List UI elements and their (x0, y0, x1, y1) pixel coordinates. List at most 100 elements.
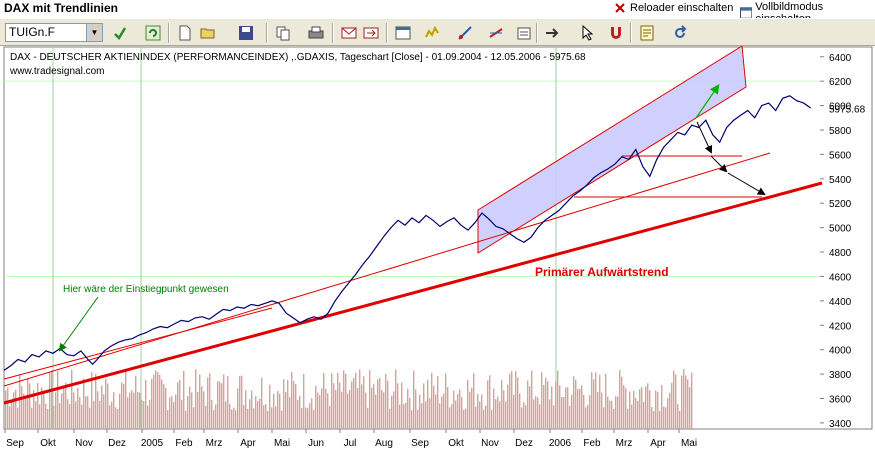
volume-bar (265, 404, 267, 429)
volume-bar (91, 372, 93, 429)
volume-bar (355, 372, 357, 429)
reload-toggle-link[interactable]: Reloader einschalten (613, 1, 733, 15)
volume-bar (511, 371, 513, 429)
volume-bar (43, 390, 45, 429)
volume-bar (85, 396, 87, 429)
volume-bar (467, 379, 469, 429)
volume-bar (209, 373, 211, 429)
refresh-icon[interactable] (143, 23, 163, 43)
save-icon[interactable] (236, 23, 256, 43)
new-document-icon[interactable] (175, 23, 195, 43)
y-tick-label: 4800 (829, 248, 852, 259)
volume-bar (563, 396, 565, 429)
chart-window-icon[interactable] (393, 23, 413, 43)
volume-bar (389, 408, 391, 429)
chart-area[interactable]: 3400 3600 3800 4000 4200 4400 4600 4800 5000 5200… (0, 46, 875, 453)
volume-bar (307, 408, 309, 429)
x-tick-label: Aug (375, 438, 393, 449)
volume-bar (349, 390, 351, 429)
chevron-down-icon[interactable]: ▼ (86, 24, 102, 41)
open-folder-icon[interactable] (198, 23, 218, 43)
volume-bar (289, 396, 291, 429)
volume-bar (247, 408, 249, 429)
x-tick-label: Mrz (206, 438, 223, 449)
volume-bar (343, 370, 345, 429)
arrow-right-icon[interactable] (542, 23, 562, 43)
volume-bar (539, 404, 541, 429)
volume-bar (63, 387, 65, 429)
trendline-tool-icon[interactable] (486, 23, 506, 43)
volume-bar (109, 405, 111, 429)
mail-icon[interactable] (339, 23, 359, 43)
volume-bar (455, 400, 457, 429)
volume-bar (417, 409, 419, 429)
volume-bar (227, 376, 229, 429)
volume-bar (281, 410, 283, 429)
title-bar: DAX mit Trendlinien Reloader einschalten… (0, 0, 875, 25)
volume-bar (201, 386, 203, 429)
up-arrow (695, 84, 720, 119)
volume-bar (379, 378, 381, 429)
volume-bar (691, 372, 693, 429)
volume-bar (543, 384, 545, 429)
redo-icon[interactable] (670, 23, 690, 43)
primary-trend-annotation: Primärer Aufwärtstrend (535, 265, 669, 279)
y-tick-label: 6400 (829, 53, 852, 64)
y-axis: 3400 3600 3800 4000 4200 4400 4600 4800 5000 5200… (820, 53, 866, 430)
volume-bar (33, 390, 35, 429)
entry-point-annotation: Hier wäre der Einstiegpunkt gewesen (63, 284, 229, 295)
cursor-icon[interactable] (578, 23, 598, 43)
volume-bar (673, 370, 675, 429)
volume-bar (261, 377, 263, 429)
magnet-icon[interactable] (606, 23, 626, 43)
volume-bar (169, 397, 171, 429)
volume-bar (341, 391, 343, 429)
indicator-icon[interactable] (422, 23, 442, 43)
properties-icon[interactable] (514, 23, 534, 43)
volume-bar (313, 409, 315, 429)
volume-bar (653, 410, 655, 429)
drawing-tool-icon[interactable] (455, 23, 475, 43)
volume-bar (99, 401, 101, 429)
volume-bar (135, 375, 137, 429)
volume-bar (679, 410, 681, 429)
volume-bar (251, 390, 253, 429)
mail-send-icon[interactable] (361, 23, 381, 43)
volume-bar (397, 383, 399, 429)
copy-icon[interactable] (273, 23, 293, 43)
volume-bar (483, 409, 485, 429)
window-title: DAX mit Trendlinien (4, 1, 119, 15)
notes-icon[interactable] (637, 23, 657, 43)
x-tick-label: Sep (6, 438, 24, 449)
volume-bar (393, 391, 395, 429)
volume-bar (479, 401, 481, 429)
volume-bar (439, 403, 441, 429)
y-tick-label: 6200 (829, 77, 852, 88)
print-icon[interactable] (306, 23, 326, 43)
volume-bar (69, 403, 71, 429)
volume-bar (329, 405, 331, 429)
volume-bar (475, 406, 477, 429)
volume-bar (5, 390, 7, 429)
apply-icon[interactable] (110, 23, 130, 43)
dax-chart[interactable]: 3400 3600 3800 4000 4200 4400 4600 4800 5000 5200… (0, 46, 875, 453)
volume-bar (213, 409, 215, 429)
volume-bar (175, 394, 177, 429)
volume-bar (391, 395, 393, 429)
volume-bar (309, 403, 311, 429)
volume-bar (179, 380, 181, 429)
volume-bar (637, 400, 639, 429)
symbol-combobox[interactable]: TUIGn.F ▼ (5, 23, 103, 42)
volume-bar (501, 380, 503, 429)
volume-bar (293, 380, 295, 429)
volume-bar (203, 391, 205, 429)
volume-bar (573, 376, 575, 429)
volume-bar (405, 402, 407, 429)
volume-bar (513, 394, 515, 429)
y-tick-label: 4000 (829, 346, 852, 357)
last-value-label: 5975.68 (829, 105, 866, 116)
volume-bar (469, 391, 471, 429)
volume-bar (21, 386, 23, 429)
x-tick-label: Mrz (616, 438, 633, 449)
volume-bar (137, 392, 139, 429)
